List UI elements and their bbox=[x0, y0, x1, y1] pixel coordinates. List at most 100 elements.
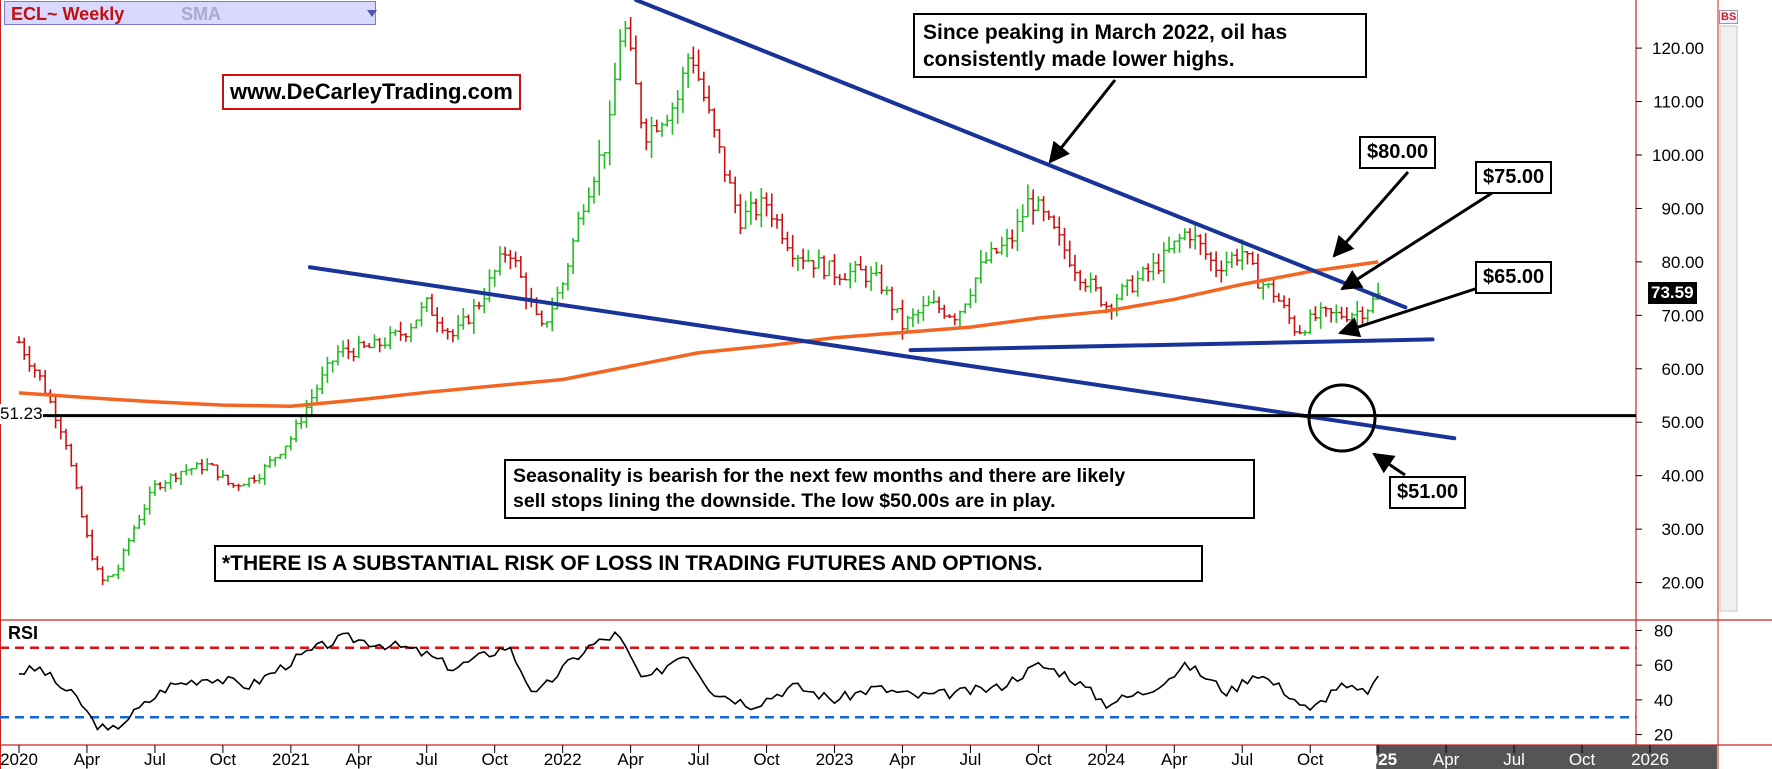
toolbar-badge[interactable]: BS bbox=[1719, 10, 1739, 24]
price-bar bbox=[345, 339, 351, 360]
price-bar bbox=[53, 394, 59, 429]
trendline bbox=[634, 0, 1408, 310]
time-tick-label: Jul bbox=[960, 750, 982, 769]
price-bar bbox=[450, 329, 456, 343]
price-bar bbox=[560, 282, 566, 299]
price-bar bbox=[800, 248, 806, 270]
callout-arrow bbox=[1338, 286, 1479, 338]
price-bar bbox=[1009, 229, 1015, 249]
trendline bbox=[307, 265, 1457, 441]
price-bar bbox=[607, 100, 613, 166]
price-bar bbox=[790, 234, 796, 267]
price-bar bbox=[335, 345, 341, 366]
price-bar bbox=[832, 253, 837, 286]
price-bar bbox=[1156, 253, 1162, 275]
price-bar bbox=[1177, 233, 1183, 253]
price-bar bbox=[1365, 309, 1371, 324]
trendlines bbox=[307, 0, 1457, 441]
price-bar bbox=[429, 293, 435, 316]
price-bar bbox=[1072, 254, 1078, 282]
price-bar bbox=[711, 108, 717, 138]
price-bar bbox=[847, 262, 853, 289]
price-bar bbox=[204, 458, 210, 472]
price-tick-label: 110.00 bbox=[1653, 93, 1704, 112]
price-bar bbox=[737, 194, 743, 235]
price-bar bbox=[330, 360, 336, 373]
scrollbar[interactable] bbox=[1719, 25, 1738, 612]
price-bar bbox=[94, 555, 100, 571]
price-bar bbox=[152, 480, 158, 497]
price-bar bbox=[884, 286, 890, 296]
price-bar bbox=[314, 384, 320, 405]
price-bar bbox=[1088, 272, 1094, 293]
price-bar bbox=[21, 337, 27, 360]
price-bar bbox=[16, 336, 22, 344]
price-bar bbox=[581, 204, 587, 226]
price-bar bbox=[1161, 242, 1167, 284]
price-bar bbox=[826, 260, 832, 277]
price-bar bbox=[920, 296, 926, 322]
time-tick-label: 2020 bbox=[0, 750, 38, 769]
price-bar bbox=[340, 340, 346, 357]
price-bar bbox=[967, 288, 973, 309]
price-bar bbox=[157, 482, 163, 490]
price-bar bbox=[654, 119, 660, 133]
price-bar bbox=[1025, 184, 1031, 218]
price-bar bbox=[513, 251, 519, 268]
price-bar bbox=[805, 249, 811, 263]
price-bar bbox=[168, 473, 174, 489]
price-bar bbox=[664, 114, 670, 127]
price-bar bbox=[701, 71, 707, 102]
price-bar bbox=[351, 348, 357, 362]
price-bar bbox=[978, 249, 984, 284]
price-bar bbox=[591, 176, 597, 204]
last-price-label: 73.59 bbox=[1648, 282, 1697, 304]
price-bar bbox=[889, 286, 895, 321]
price-bar bbox=[1244, 251, 1250, 265]
price-bar bbox=[523, 272, 529, 310]
price-bar bbox=[1093, 275, 1099, 292]
price-tick-label: 60.00 bbox=[1661, 360, 1704, 379]
price-bar bbox=[1297, 325, 1303, 335]
price-bar bbox=[1035, 196, 1041, 212]
price-bar bbox=[722, 146, 728, 182]
price-bar bbox=[26, 346, 32, 372]
price-bar bbox=[1124, 279, 1130, 297]
price-bar bbox=[460, 308, 466, 330]
price-bar bbox=[403, 333, 409, 342]
price-bar bbox=[126, 537, 132, 556]
price-bar bbox=[413, 319, 419, 329]
time-tick-label: 2025 bbox=[1359, 750, 1397, 769]
price-bar bbox=[173, 472, 179, 483]
rsi-path bbox=[18, 631, 1379, 731]
price-bar bbox=[1354, 300, 1360, 326]
price-bar bbox=[1171, 240, 1177, 254]
price-bar bbox=[1323, 306, 1329, 317]
price-bar bbox=[32, 363, 38, 378]
price-tick-label: 120.00 bbox=[1652, 39, 1704, 58]
price-bar bbox=[220, 469, 226, 478]
future-axis-band bbox=[1376, 745, 1446, 769]
price-bar bbox=[392, 329, 398, 337]
price-bar bbox=[79, 485, 85, 518]
price-bar bbox=[1208, 251, 1214, 272]
seasonality-note: Seasonality is bearish for the next few … bbox=[504, 459, 1255, 519]
price-bar bbox=[225, 474, 231, 486]
price-bar bbox=[910, 308, 916, 327]
price-bar bbox=[1213, 251, 1219, 278]
price-bar bbox=[1224, 251, 1230, 277]
price-bar bbox=[758, 187, 764, 228]
symbol-selector[interactable]: ECL ~ Weekly SMA bbox=[4, 1, 377, 25]
price-bars bbox=[16, 17, 1381, 586]
price-bar bbox=[215, 464, 221, 481]
price-bar bbox=[1276, 293, 1282, 302]
price-bar bbox=[147, 486, 153, 515]
price-bar bbox=[492, 269, 498, 287]
price-bar bbox=[565, 263, 571, 291]
triangle-down-icon[interactable] bbox=[367, 10, 377, 17]
price-bar bbox=[1318, 302, 1324, 329]
price-bar bbox=[89, 529, 95, 561]
price-bar bbox=[424, 296, 430, 312]
price-bar bbox=[1250, 251, 1256, 265]
